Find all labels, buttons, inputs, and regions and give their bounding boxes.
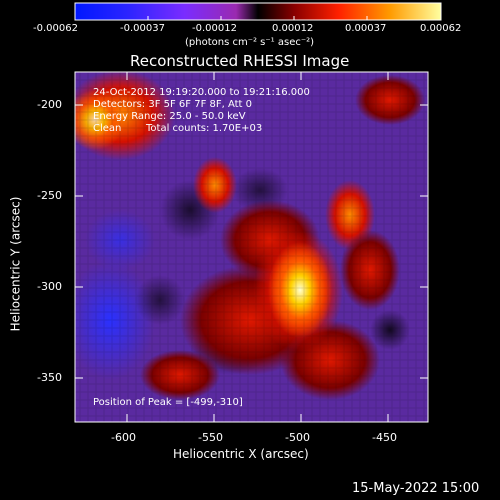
annotation-detectors: Detectors: 3F 5F 6F 7F 8F, Att 0 [93,99,253,110]
y-axis-title: Heliocentric Y (arcsec) [8,196,23,332]
x-tick-label: -550 [198,431,223,444]
colorbar-tick-label: 0.00037 [345,23,387,34]
y-tick-label: -350 [37,371,62,384]
x-axis-title: Heliocentric X (arcsec) [173,447,309,461]
colorbar-tick-label: 0.00012 [272,23,314,34]
y-tick-label: -300 [37,280,62,293]
colorbar-units-label: (photons cm⁻² s⁻¹ asec⁻²) [185,37,315,48]
colorbar-tick-label: -0.00062 [33,23,78,34]
colorbar-tick-label: -0.00012 [192,23,237,34]
colorbar-tick-label: -0.00037 [120,23,165,34]
footer-date: 15-May-2022 15:00 [352,481,480,496]
x-tick-label: -600 [111,431,136,444]
annotation-energy: Energy Range: 25.0 - 50.0 keV [93,111,246,122]
y-tick-label: -200 [37,98,62,111]
plot-title: Reconstructed RHESSI Image [130,52,350,70]
x-tick-label: -500 [285,431,310,444]
annotation-total-counts: Total counts: 1.70E+03 [146,123,263,134]
annotation-clean: Clean [93,123,122,134]
y-tick-label: -250 [37,189,62,202]
colorbar-tick-label: 0.00062 [420,23,462,34]
colorbar [74,2,442,21]
annotation-time-range: 24-Oct-2012 19:19:20.000 to 19:21:16.000 [93,87,310,98]
annotation-peak-position: Position of Peak = [-499,-310] [93,397,243,408]
x-tick-label: -450 [372,431,397,444]
